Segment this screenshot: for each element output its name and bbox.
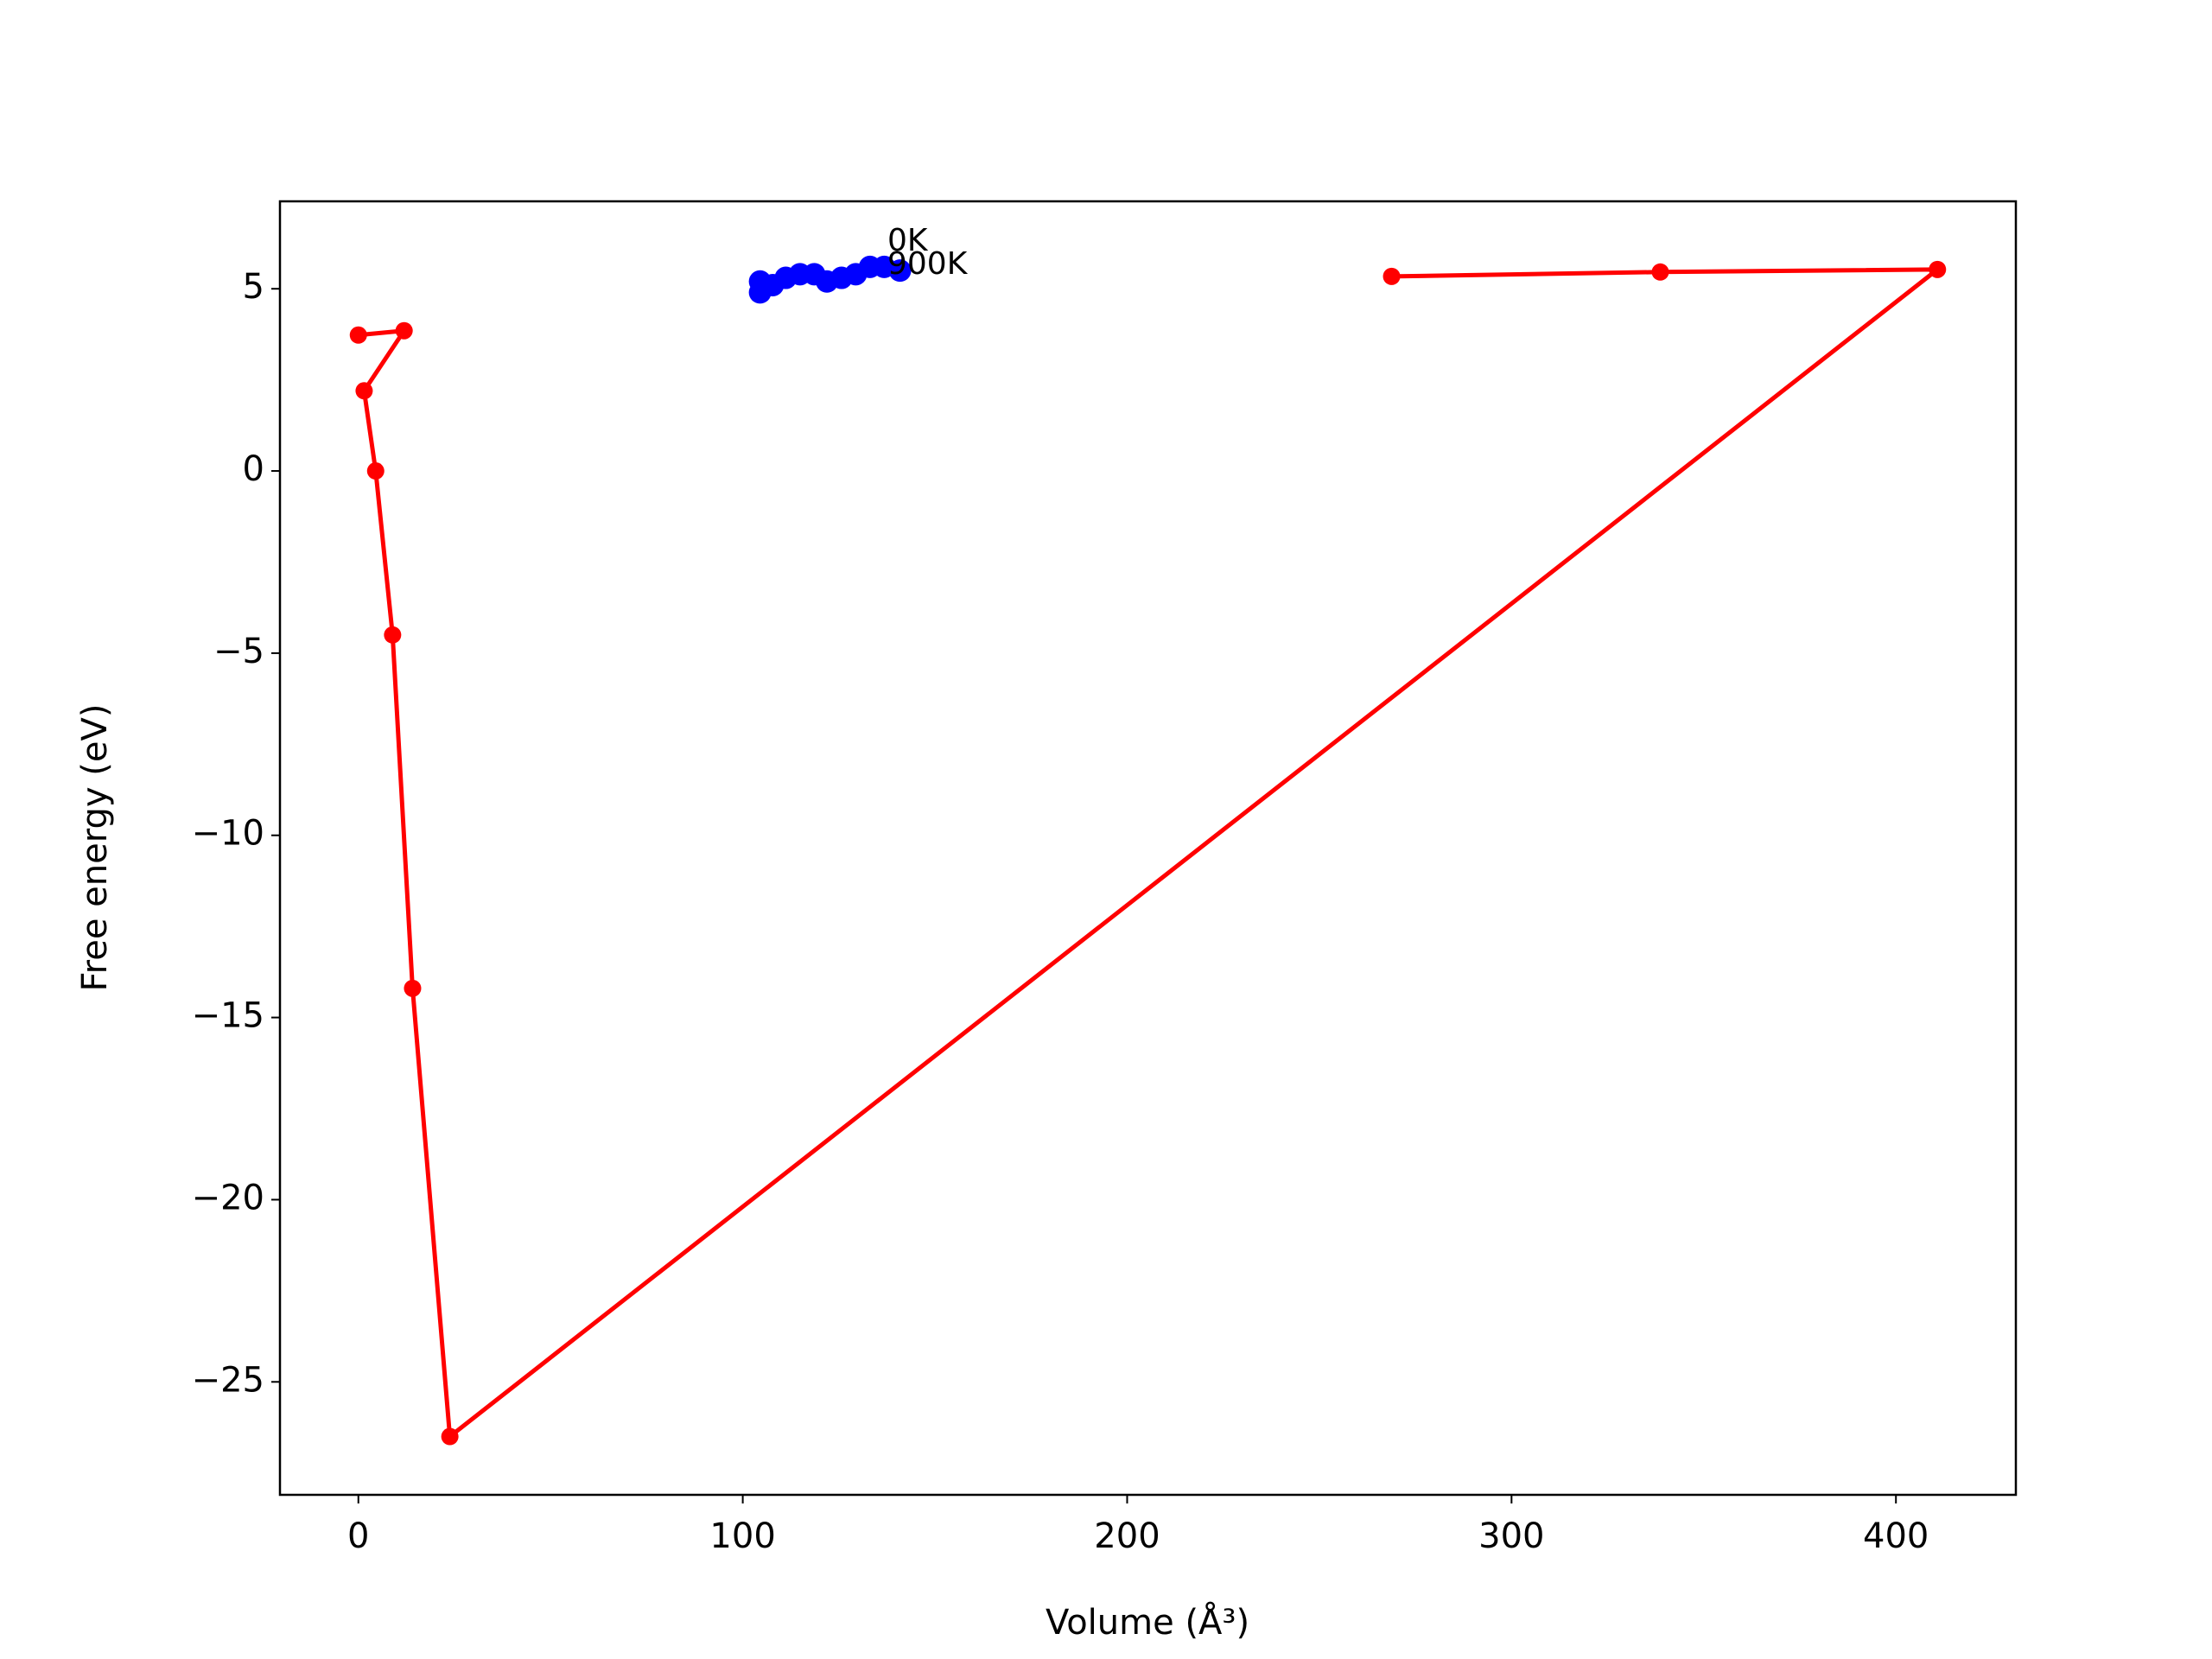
point xyxy=(1382,267,1401,285)
x-tick-label: 200 xyxy=(1094,1516,1160,1556)
point xyxy=(1651,263,1669,281)
y-tick-label: −20 xyxy=(192,1178,264,1217)
point xyxy=(441,1427,459,1446)
y-tick-label: 5 xyxy=(243,267,264,307)
point xyxy=(888,259,912,283)
plot-frame xyxy=(278,200,2018,1497)
x-tick-label: 0 xyxy=(347,1516,369,1556)
point xyxy=(1929,260,1947,278)
y-axis-label: Free energy (eV) xyxy=(75,704,115,992)
x-tick-label: 300 xyxy=(1478,1516,1544,1556)
x-tick-label: 100 xyxy=(709,1516,775,1556)
point xyxy=(384,626,402,644)
series-line xyxy=(358,267,1940,1440)
point xyxy=(349,326,367,344)
y-tick-label: −25 xyxy=(192,1360,264,1400)
point xyxy=(366,462,385,480)
y-tick-label: −10 xyxy=(192,814,264,854)
point xyxy=(395,321,413,340)
point xyxy=(404,979,422,997)
y-tick-label: −15 xyxy=(192,996,264,1036)
annotation: 900K xyxy=(887,246,969,282)
annotation: 0K xyxy=(887,223,929,258)
x-tick-label: 400 xyxy=(1863,1516,1929,1556)
point xyxy=(355,382,373,400)
y-tick-label: −5 xyxy=(213,632,264,671)
y-tick-label: 0 xyxy=(243,449,264,489)
x-axis-label: Volume (Å³) xyxy=(1046,1601,1249,1643)
